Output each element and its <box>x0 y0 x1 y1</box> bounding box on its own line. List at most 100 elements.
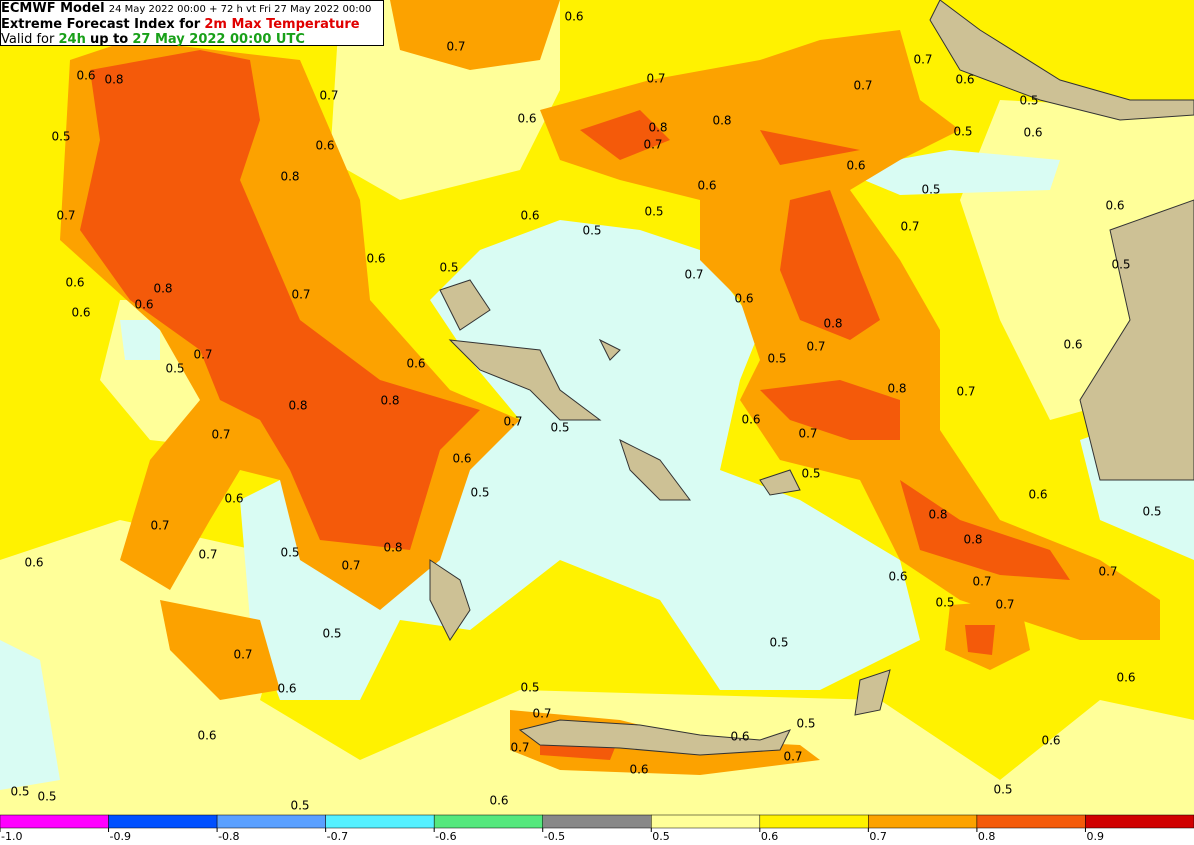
contour-label: 0.6 <box>697 179 716 193</box>
contour-label: 0.6 <box>197 729 216 743</box>
contour-label: 0.7 <box>806 340 825 354</box>
colorbar-tick-label: -0.5 <box>544 830 565 843</box>
colorbar-tick-label: -0.9 <box>110 830 131 843</box>
contour-label: 0.7 <box>532 707 551 721</box>
contour-label: 0.8 <box>383 541 402 555</box>
contour-label: 0.6 <box>1023 126 1042 140</box>
valid-period: 24h <box>58 32 86 47</box>
contour-label: 0.6 <box>517 112 536 126</box>
contour-label: 0.7 <box>643 138 662 152</box>
contour-label: 0.6 <box>629 763 648 777</box>
contour-label: 0.7 <box>972 575 991 589</box>
land <box>429 0 1194 756</box>
contour-label: 0.7 <box>646 72 665 86</box>
colorbar-segment <box>651 814 761 829</box>
colorbar-segment <box>216 814 326 829</box>
model-name: ECMWF Model <box>1 1 105 16</box>
contour-label: 0.7 <box>211 428 230 442</box>
contour-label: 0.8 <box>887 382 906 396</box>
header: ECMWF Model 24 May 2022 00:00 + 72 h vt … <box>0 0 384 47</box>
valid-mid: up to <box>89 32 129 47</box>
contour-label: 0.6 <box>888 570 907 584</box>
contour-label: 0.5 <box>550 421 569 435</box>
contour-label: 0.7 <box>198 548 217 562</box>
contour-label: 0.7 <box>956 385 975 399</box>
contour-label: 0.6 <box>452 452 471 466</box>
contour-label: 0.5 <box>439 261 458 275</box>
contour-label: 0.5 <box>37 790 56 804</box>
title-parameter: 2m Max Temperature <box>204 17 360 32</box>
contour-label: 0.7 <box>995 598 1014 612</box>
contour-label: 0.6 <box>277 682 296 696</box>
contour-label: 0.8 <box>648 121 667 135</box>
contour-label: 0.5 <box>51 130 70 144</box>
contour-label: 0.7 <box>291 288 310 302</box>
contour-label: 0.5 <box>1019 94 1038 108</box>
contour-label: 0.6 <box>730 730 749 744</box>
colorbar-tick-label: -0.7 <box>327 830 348 843</box>
contour-label: 0.7 <box>783 750 802 764</box>
colorbar-tick-label: 0.9 <box>1086 830 1104 843</box>
contour-label: 0.5 <box>644 205 663 219</box>
colorbar-segment <box>0 814 109 829</box>
valid-time: 27 May 2022 00:00 UTC <box>132 32 305 47</box>
contour-label: 0.7 <box>341 559 360 573</box>
contour-label: 0.8 <box>928 508 947 522</box>
contour-label: 0.5 <box>582 224 601 238</box>
contour-label: 0.6 <box>489 794 508 808</box>
contour-label: 0.8 <box>963 533 982 547</box>
contour-label: 0.5 <box>801 467 820 481</box>
contour-label: 0.8 <box>380 394 399 408</box>
colorbar-segment <box>433 814 543 829</box>
contour-label: 0.7 <box>913 53 932 67</box>
colorbar-segment <box>1085 814 1194 829</box>
contour-label: 0.8 <box>712 114 731 128</box>
contour-label: 0.7 <box>319 89 338 103</box>
contour-label: 0.5 <box>280 546 299 560</box>
contour-label: 0.5 <box>165 362 184 376</box>
colorbar-segment <box>325 814 435 829</box>
colorbar-segment <box>759 814 869 829</box>
contour-label: 0.5 <box>769 636 788 650</box>
contour-label: 0.6 <box>406 357 425 371</box>
contour-label: 0.5 <box>520 681 539 695</box>
contour-label: 0.8 <box>104 73 123 87</box>
contour-label: 0.5 <box>1111 258 1130 272</box>
contour-label: 0.5 <box>322 627 341 641</box>
contour-label: 0.7 <box>900 220 919 234</box>
contour-label: 0.7 <box>446 40 465 54</box>
contour-label: 0.5 <box>290 799 309 813</box>
contour-label: 0.6 <box>315 139 334 153</box>
contour-label: 0.5 <box>470 486 489 500</box>
contour-label: 0.7 <box>510 741 529 755</box>
contour-label: 0.7 <box>798 427 817 441</box>
contour-label: 0.8 <box>823 317 842 331</box>
contour-label: 0.5 <box>767 352 786 366</box>
contour-label: 0.6 <box>1041 734 1060 748</box>
contour-label: 0.6 <box>955 73 974 87</box>
contour-label: 0.6 <box>734 292 753 306</box>
contour-label: 0.6 <box>24 556 43 570</box>
contour-labels: 0.60.70.6 0.80.70.50.60.80.60.70.8 0.80.70… <box>10 10 1161 813</box>
colorbar-tick-label: -0.6 <box>435 830 456 843</box>
contour-label: 0.7 <box>56 209 75 223</box>
contour-label: 0.6 <box>134 298 153 312</box>
contour-label: 0.6 <box>1116 671 1135 685</box>
contour-label: 0.6 <box>71 306 90 320</box>
contour-label: 0.6 <box>366 252 385 266</box>
contour-label: 0.6 <box>741 413 760 427</box>
contour-label: 0.8 <box>153 282 172 296</box>
contour-label: 0.7 <box>233 648 252 662</box>
colorbar-segment <box>542 814 652 829</box>
contour-label: 0.5 <box>796 717 815 731</box>
contour-label: 0.6 <box>1105 199 1124 213</box>
contour-label: 0.6 <box>65 276 84 290</box>
contour-label: 0.7 <box>684 268 703 282</box>
red-field <box>80 50 1070 760</box>
colorbar-tick-label: -1.0 <box>1 830 22 843</box>
contour-label: 0.7 <box>503 415 522 429</box>
contour-label: 0.8 <box>280 170 299 184</box>
contour-label: 0.5 <box>935 596 954 610</box>
